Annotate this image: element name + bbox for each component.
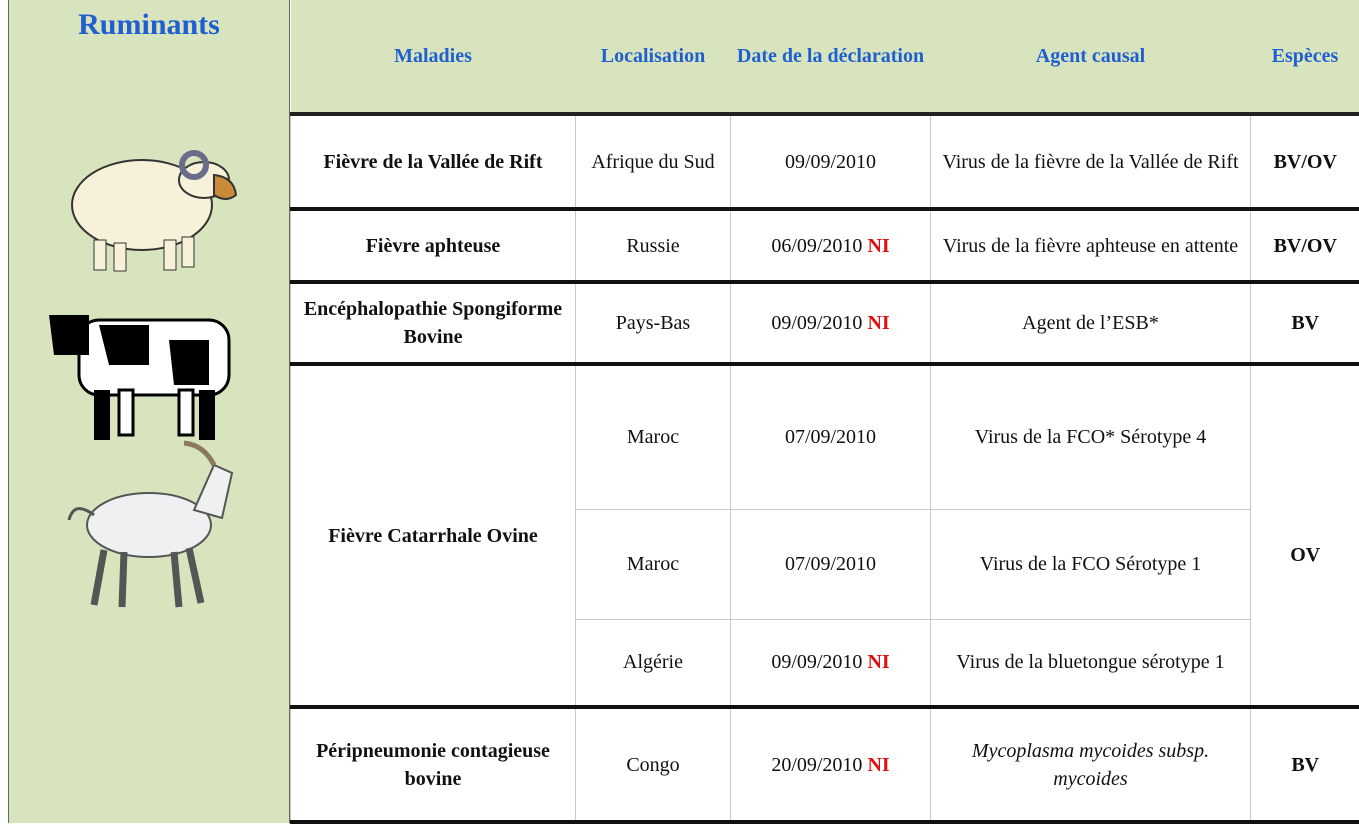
date-cell: 09/09/2010 NI	[731, 619, 931, 707]
flag: NI	[867, 235, 889, 257]
disease-cell: Péripneumonie contagieuse bovine	[291, 707, 576, 822]
flag: NI	[867, 312, 889, 334]
date-cell: 07/09/2010	[731, 364, 931, 509]
flag: NI	[867, 651, 889, 673]
location-cell: Maroc	[576, 364, 731, 509]
location-cell: Congo	[576, 707, 731, 822]
disease-cell: Fièvre aphteuse	[291, 209, 576, 282]
agent-cell: Agent de l’ESB*	[931, 282, 1251, 364]
location-cell: Russie	[576, 209, 731, 282]
agent-cell: Virus de la fièvre aphteuse en attente	[931, 209, 1251, 282]
sidebar-title: Ruminants	[9, 0, 289, 42]
disease-cell: Encéphalopathie Spongiforme Bovine	[291, 282, 576, 364]
agent-cell: Virus de la fièvre de la Vallée de Rift	[931, 114, 1251, 209]
column-header: Agent causal	[931, 0, 1251, 114]
date-cell: 09/09/2010	[731, 114, 931, 209]
species-cell: BV	[1251, 282, 1359, 364]
date: 07/09/2010	[785, 426, 876, 448]
date-cell: 07/09/2010	[731, 509, 931, 619]
species-cell: BV/OV	[1251, 114, 1359, 209]
date: 20/09/2010	[771, 754, 862, 776]
column-header: Localisation	[576, 0, 731, 114]
date-cell: 09/09/2010 NI	[731, 282, 931, 364]
agent-cell: Virus de la FCO Sérotype 1	[931, 509, 1251, 619]
location-cell: Maroc	[576, 509, 731, 619]
agent-cell: Virus de la bluetongue sérotype 1	[931, 619, 1251, 707]
sidebar: Ruminants	[8, 0, 290, 823]
agent-cell: Virus de la FCO* Sérotype 4	[931, 364, 1251, 509]
date: 09/09/2010	[771, 651, 862, 673]
disease-cell: Fièvre Catarrhale Ovine	[291, 364, 576, 707]
agent-cell: Mycoplasma mycoides subsp. mycoides	[931, 707, 1251, 822]
date-cell: 06/09/2010 NI	[731, 209, 931, 282]
date: 06/09/2010	[771, 235, 862, 257]
species-cell: BV/OV	[1251, 209, 1359, 282]
date: 07/09/2010	[785, 553, 876, 575]
column-header: Maladies	[291, 0, 576, 114]
sheep-icon	[54, 125, 244, 275]
column-header: Espèces	[1251, 0, 1359, 114]
column-header: Date de la déclaration	[731, 0, 931, 114]
species-cell: BV	[1251, 707, 1359, 822]
date-cell: 20/09/2010 NI	[731, 707, 931, 822]
location-cell: Algérie	[576, 619, 731, 707]
location-cell: Afrique du Sud	[576, 114, 731, 209]
flag: NI	[867, 754, 889, 776]
location-cell: Pays-Bas	[576, 282, 731, 364]
species-cell: OV	[1251, 364, 1359, 707]
disease-cell: Fièvre de la Vallée de Rift	[291, 114, 576, 209]
date: 09/09/2010	[771, 312, 862, 334]
date: 09/09/2010	[785, 151, 876, 173]
cow-icon	[39, 300, 249, 440]
goat-icon	[64, 440, 254, 615]
